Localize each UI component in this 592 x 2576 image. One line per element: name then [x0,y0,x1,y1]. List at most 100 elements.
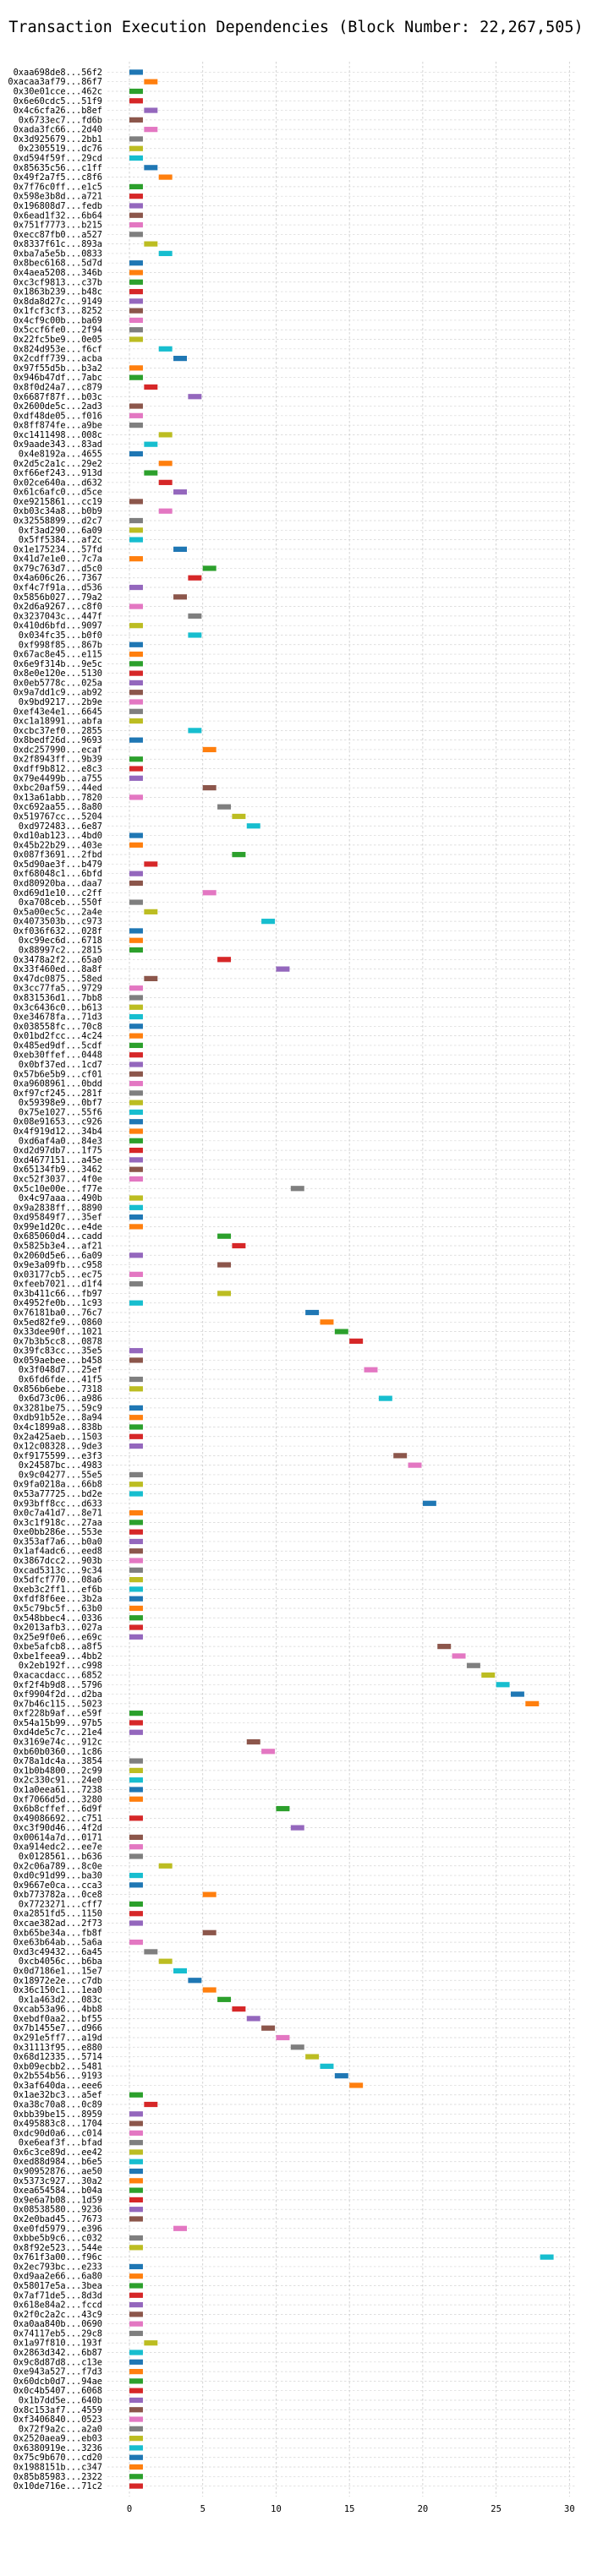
bar [129,279,143,285]
y-tick-label: 0x8da8d27c...9149 [14,297,102,307]
y-tick-label: 0x59398e9...0bf7 [19,1098,102,1108]
bar [202,565,217,571]
bar [129,1872,143,1879]
y-tick-label: 0x618e84a2...fccd [14,2300,102,2311]
y-tick-label: 0x0c7a41d7...8e71 [14,1509,102,1519]
bar [129,718,143,724]
y-tick-label: 0x33f460ed...8a8f [14,964,102,974]
bar [466,1662,480,1668]
bar [305,2054,320,2060]
bar [129,98,143,104]
bar [129,2187,143,2193]
y-tick-label: 0xf7066d5d...3280 [14,1794,102,1804]
y-tick-label: 0x2520aea9...eb03 [14,2434,102,2444]
bar [276,966,290,972]
y-tick-label: 0xf9904f2d...d2ba [14,1689,102,1700]
y-tick-label: 0x5ff5384...af2c [19,535,102,545]
bar [496,1682,510,1688]
bar [129,1815,143,1821]
y-tick-label: 0x3237043c...447f [14,611,102,621]
bar [129,556,143,562]
bar [129,1882,143,1888]
y-tick-label: 0x3281be75...59c9 [14,1403,102,1413]
bar [232,2006,246,2012]
bar [188,632,202,638]
y-tick-label: 0x32558899...d2c7 [14,516,102,527]
chart-title: Transaction Execution Dependencies (Bloc… [8,19,584,36]
bar [129,1558,143,1564]
bar [129,1376,143,1383]
y-tick-label: 0xf998f85...867b [19,640,102,650]
bar [129,2321,143,2327]
bar [232,852,246,858]
bar [129,1939,143,1946]
bar [129,651,143,658]
bar [129,2464,143,2470]
x-tick-labels: 0 5 10 15 20 25 30 [127,2504,575,2514]
y-tick-label: 0x5c79bc5f...63b0 [14,1603,102,1613]
bar [129,708,143,714]
y-tick-label: 0xada3fc66...2d40 [14,125,102,135]
y-tick-label: 0x02ce640a...d632 [14,478,102,488]
bar [129,1520,143,1525]
bar [158,479,173,485]
y-tick-label: 0x08e91653...c926 [14,1117,102,1127]
bar [129,794,143,800]
y-tick-label: 0x7f76c0ff...e1c5 [14,182,102,192]
y-tick-label: 0x30e01cce...462c [14,86,102,96]
y-tick-label: 0x8bedf26d...9693 [14,735,102,745]
y-tick-label: 0x2e0bad45...7673 [14,2214,102,2224]
bar [217,1996,232,2002]
x-tick-label: 25 [491,2504,502,2514]
bar [129,937,143,943]
y-tick-label: 0x856b6ebe...7318 [14,1384,102,1394]
y-tick-label: 0x12c08328...9de3 [14,1442,102,1452]
y-tick-label: 0x5ed82fe9...0860 [14,1318,102,1328]
y-tick-label: 0x58017e5a...3bea [14,2281,102,2291]
y-tick-label: 0x4cf9c00b...ba69 [14,315,102,325]
bar [144,441,158,447]
y-tick-label: 0x7b1455e7...d966 [14,2023,102,2033]
bar [129,2301,143,2308]
y-tick-label: 0x4073503b...c973 [14,917,102,927]
bar [129,1596,143,1602]
bar [452,1653,466,1659]
y-tick-label: 0xe0fd5979...e396 [14,2224,102,2234]
bar [144,127,158,133]
bar [129,928,143,934]
y-tick-label: 0xd95849f7...35ef [14,1213,102,1223]
y-tick-label: 0xe34678fa...71d3 [14,1012,102,1023]
bar [129,1176,143,1182]
bar [129,1567,143,1573]
bar [129,995,143,1001]
bar [276,2034,290,2041]
y-tick-label: 0xd4de5c7c...21e4 [14,1727,102,1738]
bar [422,1500,436,1506]
y-tick-label: 0x4c97aaa...490b [19,1193,102,1203]
bar [129,1586,143,1592]
x-tick-label: 0 [127,2504,132,2514]
y-tick-label: 0x9aade343...83ad [14,439,102,450]
bar [129,1195,143,1201]
bar [129,88,143,95]
y-tick-label: 0x75c9b670...cd20 [14,2453,102,2463]
y-tick-label: 0x76181ba0...76c7 [14,1308,102,1318]
bar [129,1767,143,1773]
bar [129,2273,143,2279]
bar [261,2025,276,2031]
bar [173,546,188,552]
y-tick-label: 0x1af4adc6...eed8 [14,1547,102,1557]
bar [129,1033,143,1039]
y-tick-label: 0x79e4499b...a755 [14,773,102,783]
y-tick-label: 0x0d7186e1...15e7 [14,1966,102,1976]
bar [202,1987,217,1993]
bar [129,2483,143,2489]
y-tick-label: 0x1a0eea61...7238 [14,1785,102,1795]
y-tick-label: 0xc1411498...008c [14,430,102,440]
y-tick-label: 0x93bff8cc...d633 [14,1498,102,1509]
y-tick-label: 0xed88d984...b6e5 [14,2157,102,2167]
y-tick-label: 0xba7a5e5b...0833 [14,248,102,259]
bar [129,623,143,629]
bar [217,804,232,810]
bar [129,527,143,533]
